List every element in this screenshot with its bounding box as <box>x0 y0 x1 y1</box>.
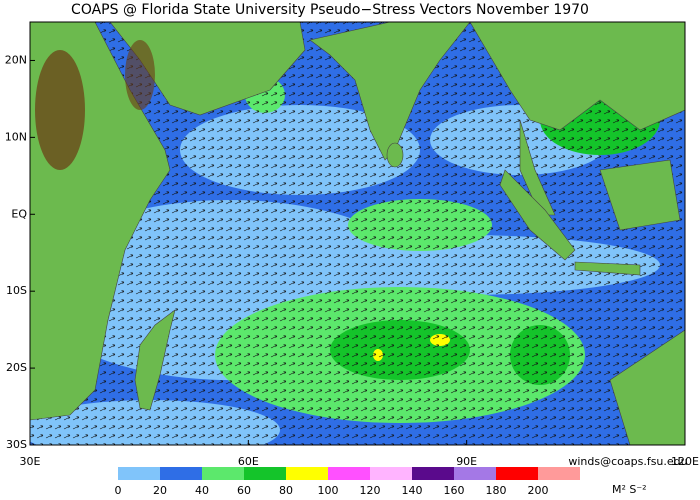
colorbar-box <box>412 467 454 480</box>
colorbar-label: 100 <box>318 484 339 497</box>
colorbar-label: 140 <box>402 484 423 497</box>
highland <box>125 40 155 110</box>
colorbar-box <box>160 467 202 480</box>
y-tick-label: 10S <box>6 284 27 297</box>
y-tick-label: EQ <box>11 207 27 220</box>
x-tick-label: 30E <box>20 455 41 468</box>
land <box>309 22 471 161</box>
x-tick-label: 120E <box>671 455 699 468</box>
colorbar-box <box>202 467 244 480</box>
colorbar-label: 120 <box>360 484 381 497</box>
land <box>609 329 685 445</box>
colorbar-label: 160 <box>444 484 465 497</box>
y-tick-label: 20N <box>5 53 27 66</box>
colorbar-label: 40 <box>195 484 209 497</box>
colorbar-label: 80 <box>279 484 293 497</box>
colorbar-box <box>328 467 370 480</box>
land <box>574 261 641 276</box>
colorbar-box <box>244 467 286 480</box>
land <box>134 309 176 411</box>
colorbar-box <box>370 467 412 480</box>
colorbar-box <box>496 467 538 480</box>
x-tick-label: 90E <box>456 455 477 468</box>
y-tick-label: 10N <box>5 130 27 143</box>
land <box>599 159 681 231</box>
colorbar-label: 20 <box>153 484 167 497</box>
title: COAPS @ Florida State University Pseudo−… <box>71 2 589 18</box>
credit: winds@coaps.fsu.edu <box>568 455 687 468</box>
colorbar-box <box>538 467 580 480</box>
units: M² S⁻² <box>612 483 647 496</box>
land <box>499 169 576 261</box>
colorbar-label: 0 <box>115 484 122 497</box>
map <box>30 22 685 445</box>
land <box>469 22 685 131</box>
colorbar-label: 180 <box>486 484 507 497</box>
x-tick-label: 60E <box>238 455 259 468</box>
colorbar-box <box>118 467 160 480</box>
land <box>386 142 404 168</box>
colorbar-box <box>454 467 496 480</box>
highland <box>35 50 85 170</box>
colorbar-label: 200 <box>528 484 549 497</box>
y-tick-label: 20S <box>6 361 27 374</box>
map-frame <box>29 21 686 446</box>
colorbar-label: 60 <box>237 484 251 497</box>
colorbar-box <box>286 467 328 480</box>
y-tick-label: 30S <box>6 438 27 451</box>
